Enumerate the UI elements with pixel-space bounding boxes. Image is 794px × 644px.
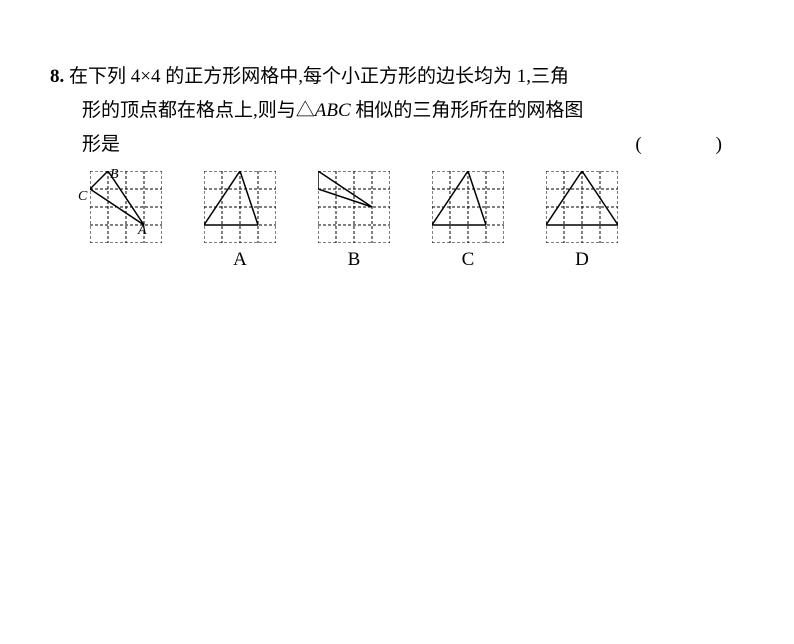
vertex-a: A [138,223,147,239]
reference-grid: B C A [90,171,162,271]
c-grid-svg [432,171,504,243]
question-text: 8. 在下列 4×4 的正方形网格中,每个小正方形的边长均为 1,三角 形的顶点… [50,60,744,163]
a-grid-svg [204,171,276,243]
vertex-c: C [78,189,87,205]
question-number: 8. [50,60,64,94]
question-line-3: 形是 [82,128,120,162]
ref-spacer [124,249,129,271]
option-a-grid: A [204,171,276,271]
question-line-2b: 相似的三角形所在的网格图 [351,100,584,121]
triangle-name: ABC [315,100,351,121]
question-line-2a: 形的顶点都在格点上,则与△ [82,100,315,121]
option-c-grid: C [432,171,504,271]
d-grid-svg [546,171,618,243]
diagrams-row: B C A A B [50,171,744,271]
option-b-label: B [348,249,361,271]
option-d-grid: D [546,171,618,271]
question-line-1: 在下列 4×4 的正方形网格中,每个小正方形的边长均为 1,三角 [69,66,569,87]
vertex-b: B [110,167,119,183]
option-b-grid: B [318,171,390,271]
option-a-label: A [233,249,247,271]
option-c-label: C [462,249,475,271]
answer-blank: ( ) [635,128,734,162]
b-grid-svg [318,171,390,243]
ref-grid-svg [90,171,162,243]
option-d-label: D [575,249,589,271]
